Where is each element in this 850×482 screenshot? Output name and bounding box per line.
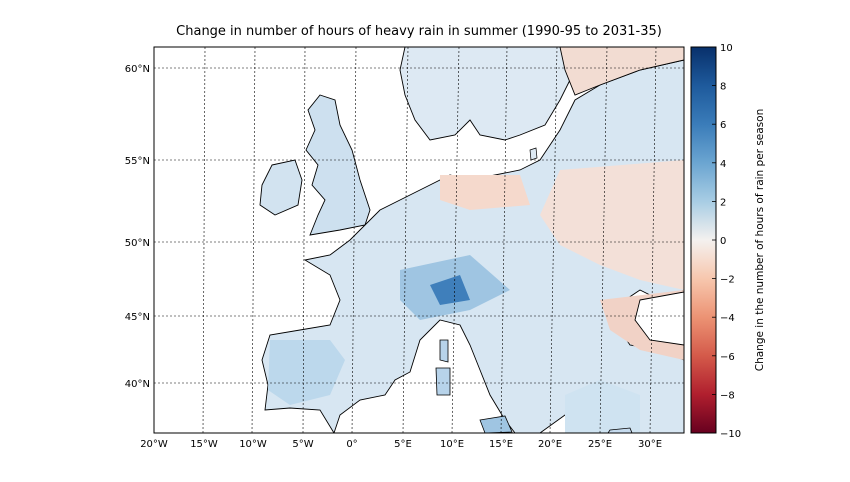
colorbar-gradient bbox=[690, 46, 717, 434]
latitude-labels: 60°N 55°N 50°N 45°N 40°N bbox=[125, 64, 150, 390]
colorbar-tick: 6 bbox=[720, 120, 726, 131]
colorbar-tick: −2 bbox=[720, 275, 735, 286]
colorbar-label: Change in the number of hours of rain pe… bbox=[754, 109, 766, 371]
lat-label: 45°N bbox=[125, 312, 150, 323]
map-title: Change in number of hours of heavy rain … bbox=[176, 24, 662, 39]
longitude-labels: 20°W 15°W 10°W 5°W 0° 5°E 10°E 15°E 20°E… bbox=[140, 439, 662, 450]
colorbar: 10 8 6 4 2 0 −2 −4 −6 −8 −10 Change in t… bbox=[690, 43, 766, 440]
colorbar-tick: 10 bbox=[720, 43, 733, 54]
lat-label: 60°N bbox=[125, 64, 150, 75]
colorbar-tick: −6 bbox=[720, 352, 735, 363]
graticule bbox=[154, 46, 684, 434]
lon-label: 10°E bbox=[440, 439, 464, 450]
lon-label: 5°W bbox=[292, 439, 313, 450]
lat-label: 40°N bbox=[125, 379, 150, 390]
land-ireland bbox=[259, 159, 303, 216]
lat-label: 55°N bbox=[125, 156, 150, 167]
land-great-britain bbox=[305, 94, 371, 236]
lon-label: 30°E bbox=[638, 439, 662, 450]
land-europe bbox=[261, 59, 684, 433]
lon-label: 15°W bbox=[190, 439, 218, 450]
colorbar-tick: 8 bbox=[720, 82, 726, 93]
lon-label: 15°E bbox=[489, 439, 513, 450]
colorbar-tick: 4 bbox=[720, 159, 726, 170]
colorbar-tick: 0 bbox=[720, 236, 726, 247]
colorbar-tick: −8 bbox=[720, 390, 735, 401]
lon-label: 25°E bbox=[588, 439, 612, 450]
colorbar-tick: −4 bbox=[720, 313, 735, 324]
map-area bbox=[154, 47, 684, 433]
lat-label: 50°N bbox=[125, 238, 150, 249]
lon-label: 0° bbox=[346, 439, 357, 450]
colorbar-tick: −10 bbox=[720, 429, 741, 440]
map-frame bbox=[153, 46, 685, 434]
lon-label: 10°W bbox=[239, 439, 267, 450]
lon-label: 20°W bbox=[140, 439, 168, 450]
colorbar-tick: 2 bbox=[720, 197, 726, 208]
lon-label: 20°E bbox=[538, 439, 562, 450]
lon-label: 5°E bbox=[394, 439, 412, 450]
